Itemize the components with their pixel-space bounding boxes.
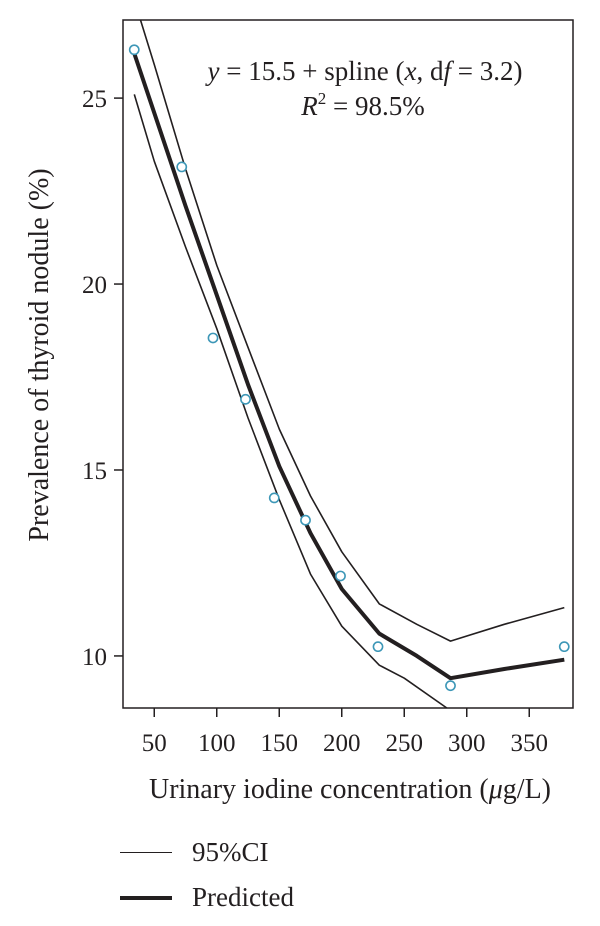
x-tick-label: 200 <box>323 730 361 757</box>
observed-point <box>335 570 346 582</box>
equation-line-1: y = 15.5 + spline (x, df = 3.2) <box>205 56 523 86</box>
observed-point <box>268 492 280 504</box>
observed-point <box>128 44 140 56</box>
x-tick-label: 300 <box>448 730 486 757</box>
equation-line-2: R2 = 98.5% <box>300 89 424 121</box>
plot-border <box>122 19 574 709</box>
legend: 95%CI Predicted <box>120 830 540 920</box>
legend-swatch-thin-line <box>120 851 172 854</box>
y-axis-title: Prevalence of thyroid nodule (%) <box>24 168 55 541</box>
y-tick-label: 10 <box>82 644 107 671</box>
legend-swatch-thick-line <box>120 895 172 900</box>
confidence-interval-lines <box>133 19 565 709</box>
x-tick-label: 250 <box>386 730 424 757</box>
observed-point <box>558 641 570 653</box>
observed-points <box>128 44 570 692</box>
legend-item-predicted: Predicted <box>120 875 540 920</box>
legend-label-predicted: Predicted <box>192 882 294 912</box>
observed-point <box>176 161 188 173</box>
x-axis-title: Urinary iodine concentration (μg/L) <box>149 774 551 805</box>
legend-label-ci: 95%CI <box>192 837 269 867</box>
legend-item-ci: 95%CI <box>120 830 540 875</box>
x-axis: 50 100 150 200 250 300 350 <box>142 708 548 757</box>
x-tick-label: 150 <box>261 730 299 757</box>
observed-point <box>445 680 456 692</box>
x-tick-label: 50 <box>142 730 167 757</box>
x-tick-label: 350 <box>511 730 549 757</box>
plot-frame <box>122 19 574 709</box>
predicted-line-group <box>132 52 565 681</box>
x-tick-label: 100 <box>198 730 236 757</box>
chart: 50 100 150 200 250 300 350 10 15 20 25 y = 15.5 +… <box>24 19 574 805</box>
y-axis: 10 15 20 25 <box>82 86 123 671</box>
y-tick-label: 20 <box>82 272 107 299</box>
observed-point <box>300 514 311 526</box>
y-tick-label: 25 <box>82 86 107 113</box>
predicted-line <box>132 52 565 681</box>
observed-point <box>207 332 219 344</box>
y-tick-label: 15 <box>82 458 107 485</box>
observed-point <box>372 641 384 653</box>
observed-point <box>240 393 251 405</box>
